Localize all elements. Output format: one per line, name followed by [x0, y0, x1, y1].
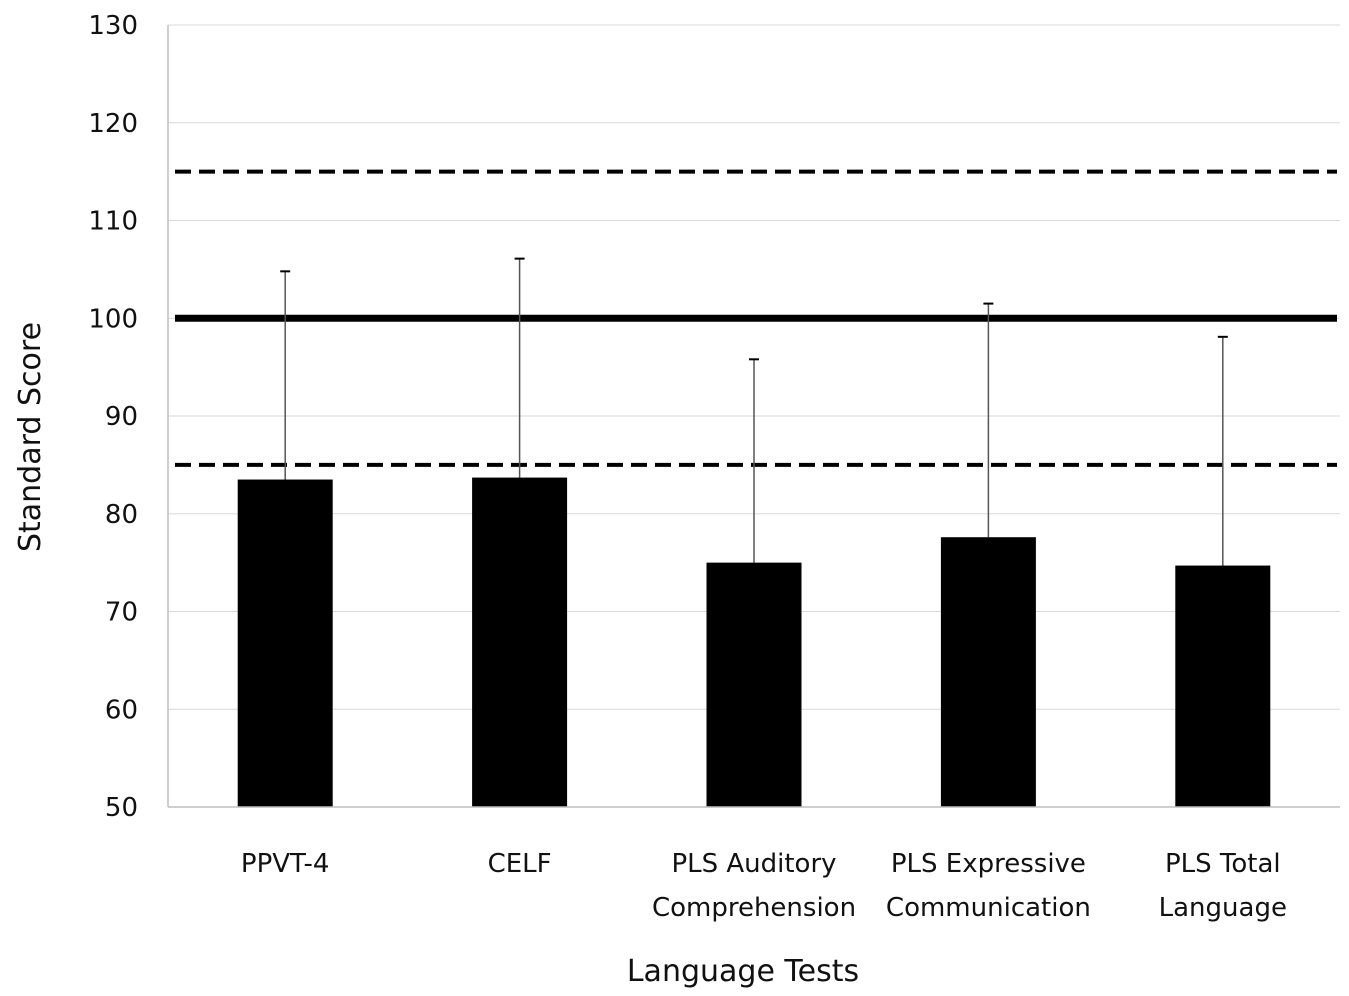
y-tick-label: 100	[88, 304, 138, 334]
y-tick-labels: 50 60 70 80 90 100 110 120 130	[88, 11, 138, 823]
y-axis-title: Standard Score	[13, 322, 48, 552]
x-category-label: Communication	[886, 893, 1091, 923]
bar	[472, 477, 568, 807]
y-tick-label: 130	[88, 11, 138, 41]
x-category-label: PLS Total	[1165, 849, 1281, 879]
bar	[237, 479, 333, 807]
y-tick-label: 90	[105, 402, 138, 432]
bar	[1175, 565, 1271, 807]
y-tick-label: 80	[105, 500, 138, 530]
x-category-label: PLS Expressive	[891, 849, 1086, 879]
bar	[706, 562, 802, 807]
x-category-label: Language	[1159, 893, 1287, 923]
x-category-label: CELF	[488, 849, 552, 879]
x-category-label: PLS Auditory	[671, 849, 836, 879]
y-tick-label: 60	[105, 695, 138, 725]
bar	[940, 537, 1036, 807]
y-tick-label: 110	[88, 207, 138, 237]
y-tick-label: 120	[88, 109, 138, 139]
axes	[167, 25, 1340, 808]
reference-lines	[175, 169, 1337, 467]
x-category-labels: PPVT-4 CELF PLS Auditory Comprehension PLS E…	[241, 849, 1287, 923]
x-category-label: PPVT-4	[241, 849, 330, 879]
error-bars	[280, 257, 1228, 566]
bars	[237, 477, 1271, 807]
x-category-label: Comprehension	[652, 893, 856, 923]
y-tick-label: 70	[105, 598, 138, 628]
y-tick-label: 50	[105, 793, 138, 823]
x-axis-title: Language Tests	[627, 954, 859, 989]
